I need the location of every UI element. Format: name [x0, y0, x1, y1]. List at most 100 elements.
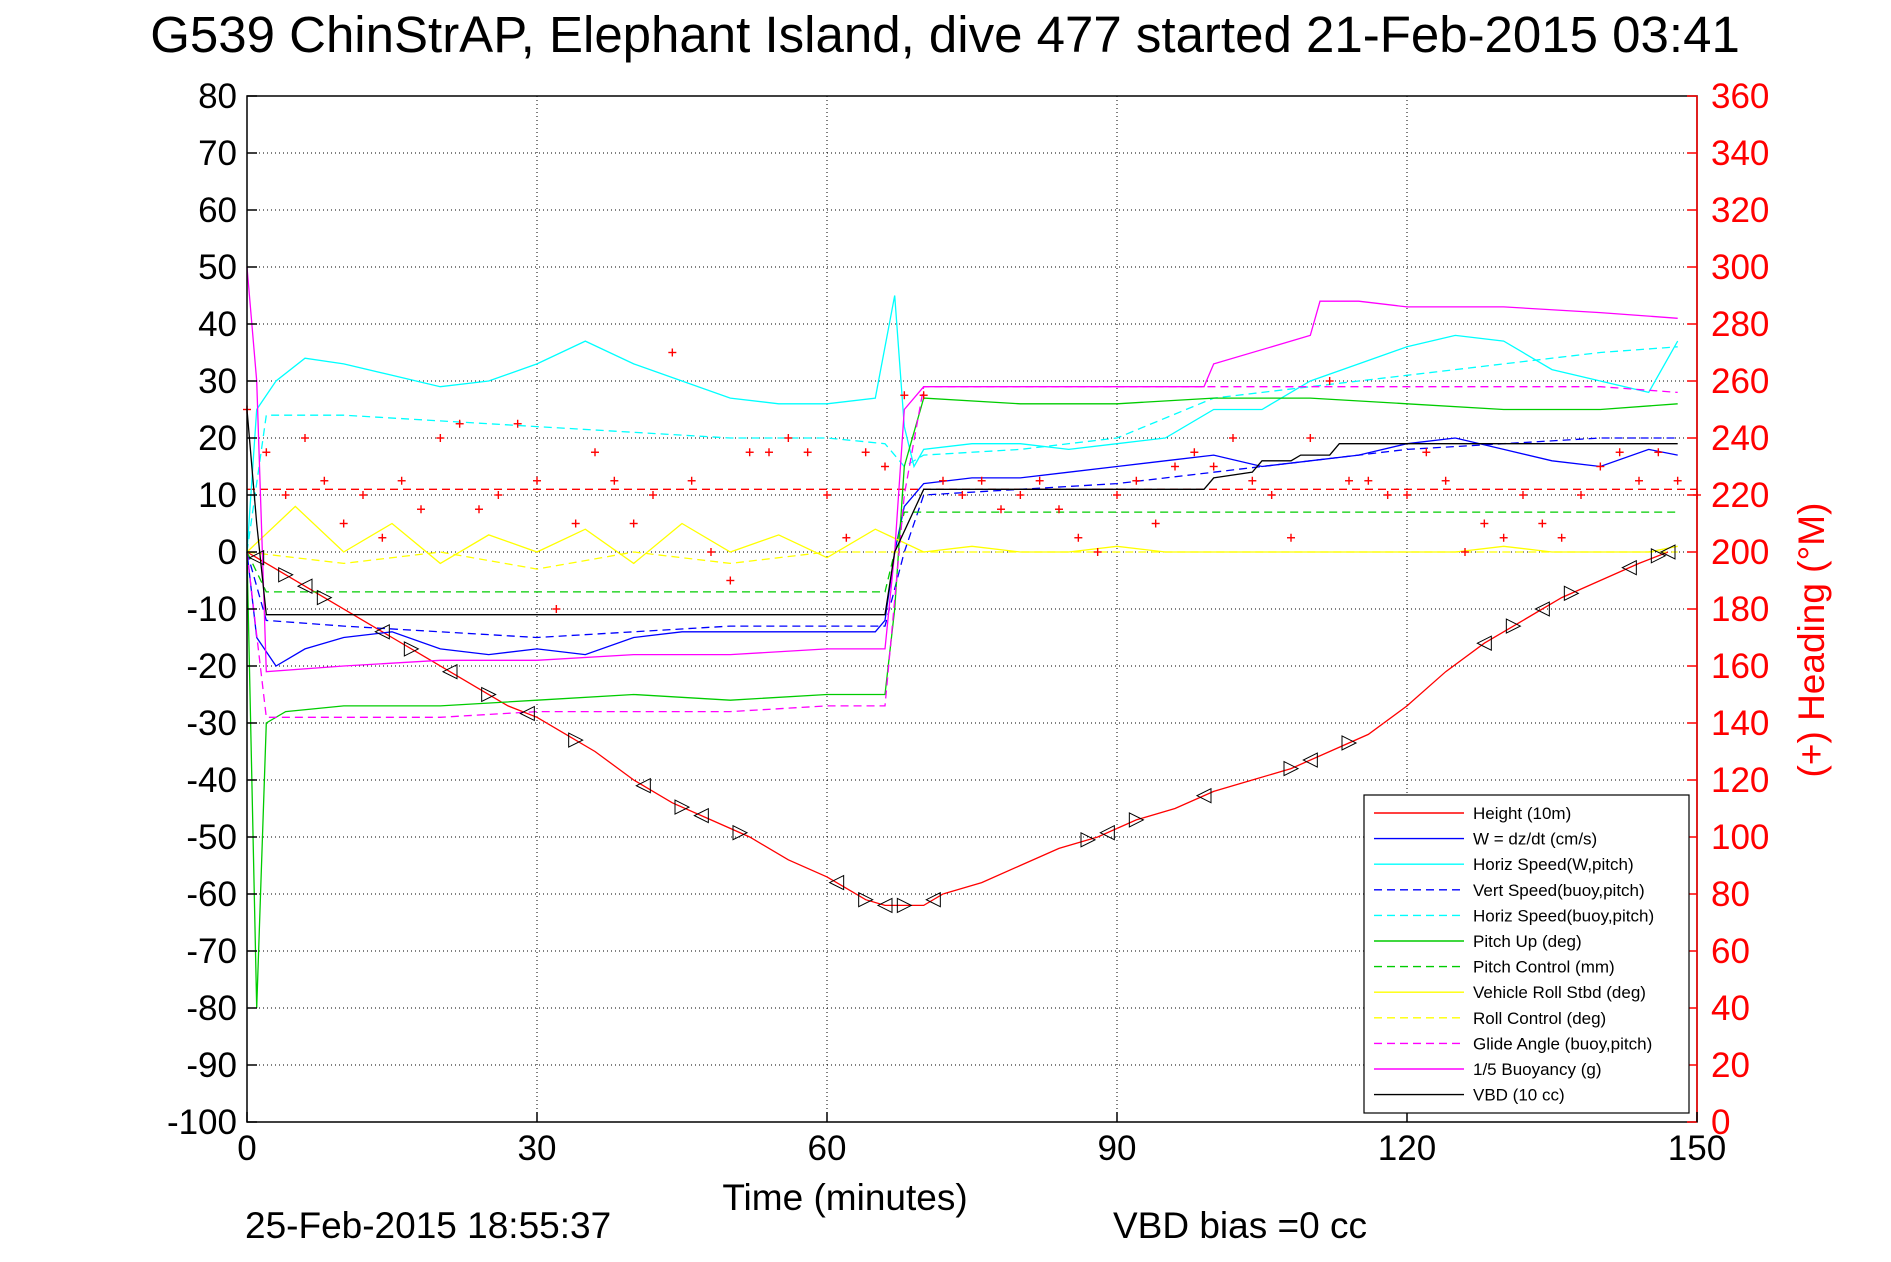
heading-point — [765, 448, 773, 457]
y-tick-label: 40 — [198, 305, 237, 344]
height-triangle-marker — [296, 578, 313, 595]
y-tick-label: -60 — [186, 875, 237, 914]
height-triangle-marker — [441, 663, 458, 680]
heading-point — [1287, 533, 1295, 542]
y-tick-label: 50 — [198, 248, 237, 287]
heading-point — [958, 491, 967, 499]
y-tick-label: -50 — [186, 818, 237, 857]
heading-point — [707, 548, 715, 556]
heading-point — [1364, 476, 1373, 485]
heading-point — [1151, 519, 1160, 528]
heading-point — [417, 505, 425, 514]
y-tick-label: -70 — [186, 932, 237, 971]
x-tick-label: 30 — [518, 1129, 557, 1168]
heading-point — [668, 348, 677, 357]
height-triangle-marker — [693, 807, 709, 824]
heading-point — [1267, 491, 1276, 499]
heading-point — [1306, 434, 1315, 442]
heading-point — [494, 491, 503, 499]
heading-point — [823, 491, 831, 499]
series-line-horiz-speed-buoy-pitch — [246, 346, 1678, 553]
heading-point — [1383, 491, 1392, 499]
legend-entry: Height (10m) — [1473, 804, 1571, 823]
legend-entry: Vert Speed(buoy,pitch) — [1473, 881, 1645, 900]
right-y-tick-label: 20 — [1711, 1046, 1750, 1085]
height-triangle-marker — [1650, 547, 1667, 564]
heading-point — [1615, 448, 1624, 457]
height-triangle-marker — [1283, 760, 1300, 777]
series-line-roll-control-deg — [246, 551, 1678, 570]
right-y-tick-label: 0 — [1711, 1103, 1730, 1142]
right-y-tick-label: 340 — [1711, 134, 1769, 173]
series-line-vert-speed-buoy-pitch — [246, 437, 1678, 639]
heading-point — [610, 476, 619, 485]
height-triangle-marker — [568, 732, 584, 748]
heading-point — [359, 491, 367, 499]
heading-point — [1654, 448, 1663, 457]
height-triangle-marker — [635, 777, 651, 794]
heading-point — [1577, 491, 1585, 499]
height-triangle-marker — [858, 891, 874, 908]
y-tick-label: 0 — [218, 533, 237, 572]
plot-area — [243, 266, 1701, 1009]
heading-point — [1422, 448, 1431, 457]
series-line-vbd-10-cc — [246, 409, 1678, 616]
y-tick-label: -20 — [186, 647, 237, 686]
heading-point — [1538, 519, 1547, 528]
height-triangle-marker — [1128, 812, 1145, 828]
heading-point — [1229, 434, 1237, 442]
right-y-axis: 3603403203002802602402202001801601401201… — [1687, 77, 1769, 1142]
series-line-pitch-control-mm — [246, 511, 1678, 593]
heading-point — [1403, 491, 1411, 499]
right-y-tick-label: 80 — [1711, 875, 1750, 914]
heading-point — [1113, 491, 1121, 499]
heading-point — [378, 533, 387, 542]
legend-entry: Horiz Speed(buoy,pitch) — [1473, 906, 1654, 925]
height-triangle-marker — [1563, 585, 1580, 602]
legend-entry: Glide Angle (buoy,pitch) — [1473, 1034, 1652, 1053]
heading-point — [513, 419, 522, 428]
y-tick-label: 80 — [198, 77, 237, 116]
heading-point — [1499, 533, 1508, 542]
heading-point — [1190, 448, 1199, 457]
y-tick-label: 10 — [198, 476, 237, 515]
height-triangle-marker — [374, 623, 390, 640]
heading-point — [1035, 476, 1044, 485]
right-y-tick-label: 160 — [1711, 647, 1769, 686]
right-y-tick-label: 40 — [1711, 989, 1750, 1028]
left-y-axis: 80 70 60 50 40 30 20 10 0 -10 -20 -30 -40 -50 -60 -70 -8… — [167, 77, 257, 1142]
heading-point — [842, 533, 851, 542]
x-tick-label: 150 — [1668, 1129, 1726, 1168]
heading-point — [997, 505, 1005, 514]
legend-entry: Horiz Speed(W,pitch) — [1473, 855, 1634, 874]
height-triangle-marker — [1476, 635, 1492, 652]
heading-point — [301, 434, 309, 442]
heading-point — [1209, 462, 1218, 471]
heading-point — [726, 576, 735, 585]
heading-point — [803, 448, 812, 457]
right-y-tick-label: 100 — [1711, 818, 1769, 857]
legend-entry: Roll Control (deg) — [1473, 1009, 1606, 1028]
heading-point — [1441, 476, 1450, 485]
height-triangle-marker — [481, 686, 497, 703]
y-tick-label: -80 — [186, 989, 237, 1028]
legend-entry: Pitch Up (deg) — [1473, 932, 1582, 951]
y-tick-label: -30 — [186, 704, 237, 743]
y-tick-label: 20 — [198, 419, 237, 458]
height-triangle-marker — [248, 549, 265, 566]
right-y-tick-label: 280 — [1711, 305, 1769, 344]
right-y-axis-label: (+) Heading (°M) — [1791, 503, 1832, 778]
legend-entry: Vehicle Roll Stbd (deg) — [1473, 983, 1646, 1002]
height-triangle-marker — [876, 897, 893, 914]
heading-point — [1132, 476, 1141, 485]
y-tick-label: -100 — [167, 1103, 237, 1142]
heading-point — [475, 505, 483, 514]
right-y-tick-label: 320 — [1711, 191, 1769, 230]
heading-point — [552, 605, 561, 613]
right-y-tick-label: 260 — [1711, 362, 1769, 401]
vbd-bias-footer: VBD bias =0 cc — [1113, 1205, 1367, 1246]
heading-point — [784, 434, 793, 442]
heading-point — [1055, 505, 1063, 514]
heading-point — [1345, 476, 1353, 485]
height-triangle-marker — [1195, 787, 1212, 804]
